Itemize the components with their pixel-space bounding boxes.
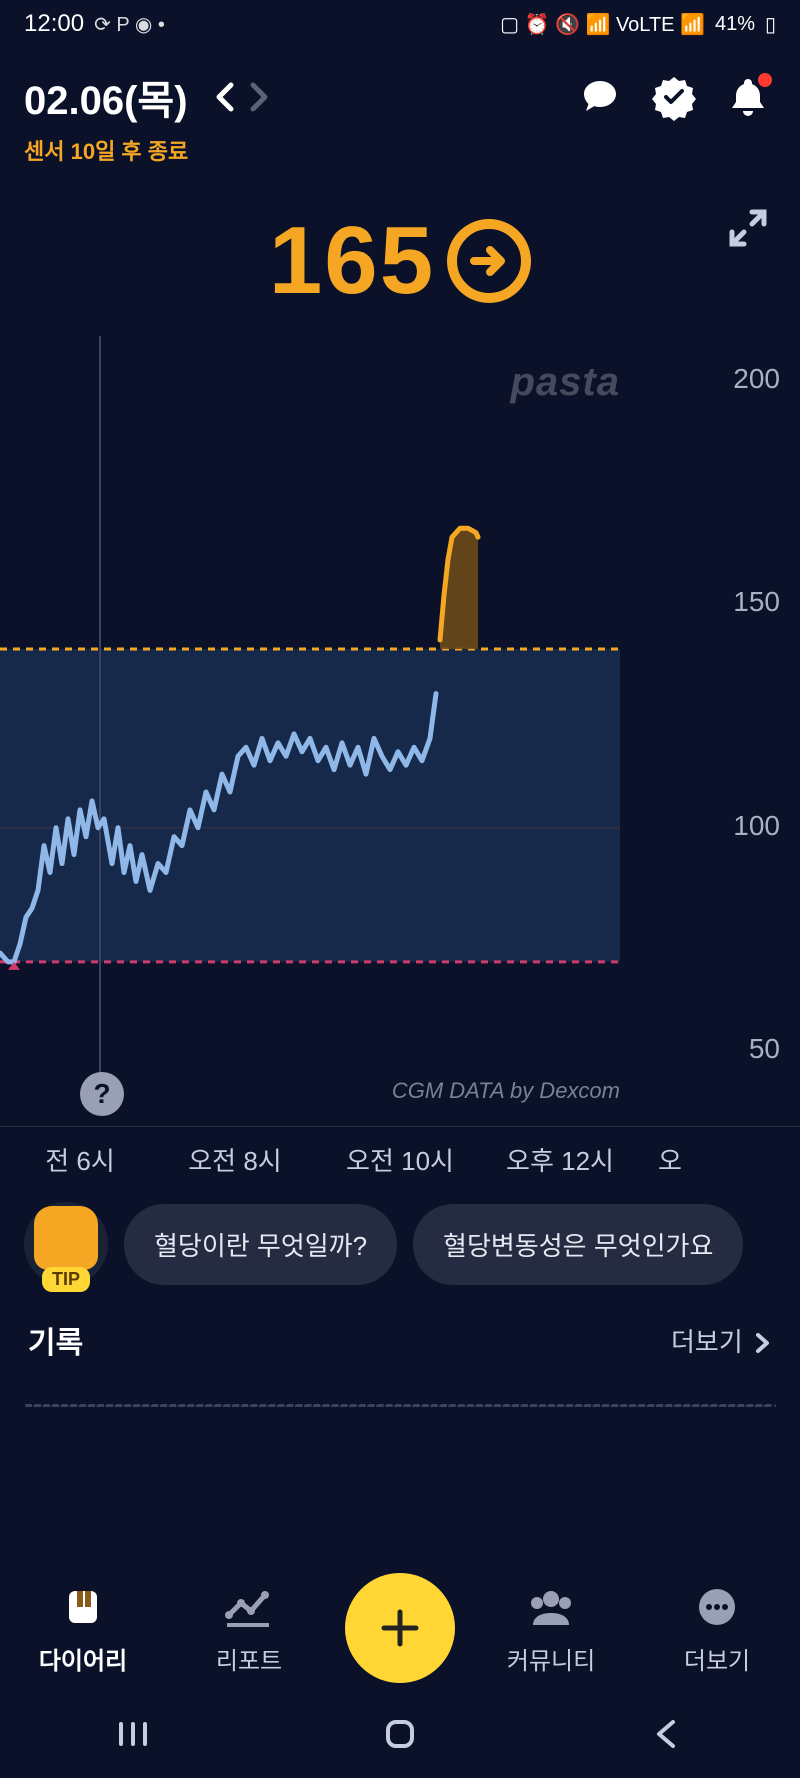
- prev-day-button[interactable]: [206, 79, 242, 115]
- y-tick-label: 50: [749, 1033, 780, 1065]
- chart-credit: CGM DATA by Dexcom: [392, 1078, 620, 1104]
- x-tick-label: 오전 10시: [320, 1141, 480, 1178]
- status-battery: 41%: [715, 13, 755, 36]
- diary-icon: [61, 1581, 105, 1633]
- tip-badge: TIP: [42, 1267, 90, 1292]
- nav-more[interactable]: 더보기: [647, 1581, 787, 1676]
- back-button[interactable]: [647, 1714, 687, 1763]
- x-tick-label: 오후 12시: [480, 1141, 640, 1178]
- x-tick-label: 오전 8시: [160, 1141, 310, 1178]
- records-more-link[interactable]: 더보기: [671, 1322, 772, 1359]
- glucose-value: 165: [269, 206, 435, 316]
- plus-icon: [374, 1602, 426, 1654]
- expand-chart-button[interactable]: [726, 206, 770, 255]
- status-left-icons: ⟳ P ◉ •: [94, 12, 165, 37]
- glucose-reading: 165: [0, 176, 800, 336]
- glucose-chart[interactable]: pasta CGM DATA by Dexcom ? 50 100 150 200: [0, 336, 800, 1126]
- status-right-icons: ▢ ⏰ 🔇 📶 VoLTE 📶: [500, 12, 705, 37]
- nav-diary-label: 다이어리: [39, 1641, 127, 1676]
- nav-community[interactable]: 커뮤니티: [481, 1581, 621, 1676]
- recents-button[interactable]: [113, 1714, 153, 1763]
- chart-svg: [0, 336, 800, 1126]
- verified-icon[interactable]: [646, 69, 702, 125]
- records-card-top: [24, 1404, 776, 1408]
- tip-chip-2[interactable]: 혈당변동성은 무엇인가요: [413, 1204, 743, 1285]
- battery-icon: ▯: [765, 12, 776, 37]
- notification-dot: [758, 73, 772, 87]
- bottom-nav: 다이어리 리포트 커뮤니티 더보기: [0, 1558, 800, 1698]
- chart-help-button[interactable]: ?: [80, 1072, 124, 1116]
- bell-icon[interactable]: [720, 69, 776, 125]
- y-tick-label: 100: [733, 810, 780, 842]
- tip-chip-1[interactable]: 혈당이란 무엇일까?: [124, 1204, 397, 1285]
- community-icon: [525, 1581, 577, 1633]
- chat-icon[interactable]: [572, 69, 628, 125]
- sensor-expiry-notice: 센서 10일 후 종료: [0, 134, 800, 176]
- records-title: 기록: [28, 1318, 83, 1362]
- nav-report[interactable]: 리포트: [179, 1581, 319, 1676]
- trend-arrow-icon: [447, 219, 531, 303]
- add-record-button[interactable]: [345, 1573, 455, 1683]
- nav-more-label: 더보기: [684, 1641, 750, 1676]
- more-icon: [695, 1581, 739, 1633]
- date-label: 02.06(목): [24, 68, 188, 126]
- tip-avatar[interactable]: TIP: [24, 1202, 108, 1286]
- report-icon: [223, 1581, 275, 1633]
- android-status-bar: 12:00 ⟳ P ◉ • ▢ ⏰ 🔇 📶 VoLTE 📶 41% ▯: [0, 0, 800, 48]
- records-header: 기록 더보기: [0, 1306, 800, 1374]
- next-day-button[interactable]: [242, 79, 278, 115]
- status-time: 12:00: [24, 10, 84, 38]
- chart-x-axis: 전 6시 오전 8시 오전 10시오후 12시오: [0, 1126, 800, 1182]
- chart-watermark: pasta: [511, 360, 621, 405]
- nav-community-label: 커뮤니티: [507, 1641, 595, 1676]
- tips-row: TIP 혈당이란 무엇일까? 혈당변동성은 무엇인가요: [0, 1182, 800, 1306]
- android-nav-bar: [0, 1698, 800, 1778]
- x-tick-label: 오: [640, 1141, 700, 1178]
- nav-report-label: 리포트: [216, 1641, 282, 1676]
- y-tick-label: 150: [733, 586, 780, 618]
- y-tick-label: 200: [733, 363, 780, 395]
- app-header: 02.06(목): [0, 48, 800, 134]
- home-button[interactable]: [380, 1714, 420, 1763]
- nav-diary[interactable]: 다이어리: [13, 1581, 153, 1676]
- x-tick-label: 전 6시: [30, 1141, 130, 1178]
